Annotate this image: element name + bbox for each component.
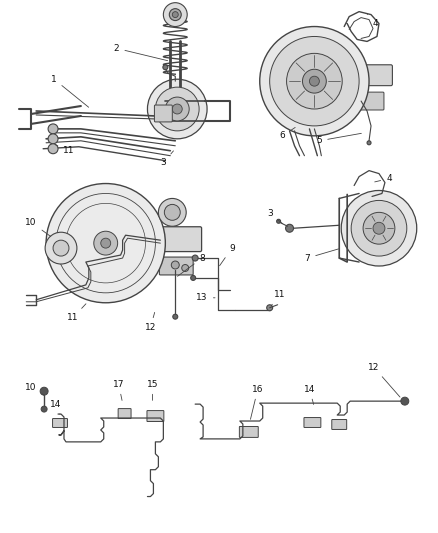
Circle shape <box>53 240 69 256</box>
Text: 3: 3 <box>160 151 173 167</box>
Text: 10: 10 <box>25 383 44 395</box>
Circle shape <box>373 222 385 234</box>
FancyBboxPatch shape <box>147 410 164 422</box>
Text: 1: 1 <box>51 75 88 107</box>
Circle shape <box>94 231 118 255</box>
Text: 15: 15 <box>147 379 158 400</box>
Circle shape <box>309 76 319 86</box>
Circle shape <box>155 87 199 131</box>
Circle shape <box>148 79 207 139</box>
Text: 16: 16 <box>251 385 264 419</box>
FancyBboxPatch shape <box>118 409 131 418</box>
Circle shape <box>40 387 48 395</box>
Circle shape <box>267 305 273 311</box>
Circle shape <box>172 12 178 18</box>
Circle shape <box>351 200 407 256</box>
Circle shape <box>48 144 58 154</box>
Text: 6: 6 <box>280 127 295 140</box>
Text: 14: 14 <box>304 385 315 405</box>
Circle shape <box>303 69 326 93</box>
FancyBboxPatch shape <box>53 418 67 427</box>
Text: 12: 12 <box>145 312 156 332</box>
Circle shape <box>170 9 181 21</box>
FancyBboxPatch shape <box>360 65 392 86</box>
Circle shape <box>401 397 409 405</box>
Circle shape <box>164 204 180 220</box>
FancyBboxPatch shape <box>159 257 193 275</box>
Text: 17: 17 <box>113 379 124 400</box>
Circle shape <box>363 212 395 244</box>
Text: 11: 11 <box>272 290 286 305</box>
Circle shape <box>286 224 293 232</box>
Text: 14: 14 <box>50 400 62 415</box>
Circle shape <box>191 276 196 280</box>
Circle shape <box>192 255 198 261</box>
Text: 5: 5 <box>317 133 361 146</box>
Circle shape <box>270 36 359 126</box>
Circle shape <box>182 264 189 271</box>
FancyBboxPatch shape <box>332 419 347 430</box>
Circle shape <box>277 219 281 223</box>
Circle shape <box>173 314 178 319</box>
Circle shape <box>159 198 186 226</box>
Circle shape <box>171 261 179 269</box>
Circle shape <box>41 406 47 412</box>
Text: 4: 4 <box>375 174 392 183</box>
Text: 11: 11 <box>67 304 86 322</box>
Circle shape <box>163 3 187 27</box>
Circle shape <box>46 183 165 303</box>
Circle shape <box>286 53 342 109</box>
FancyBboxPatch shape <box>240 426 258 438</box>
Text: 4: 4 <box>367 14 378 28</box>
Circle shape <box>165 97 189 121</box>
Circle shape <box>163 65 168 70</box>
Circle shape <box>101 238 111 248</box>
FancyBboxPatch shape <box>360 92 384 110</box>
Text: 12: 12 <box>368 363 400 397</box>
Circle shape <box>172 104 182 114</box>
Circle shape <box>45 232 77 264</box>
FancyBboxPatch shape <box>155 105 172 122</box>
Text: 3: 3 <box>267 209 283 223</box>
FancyBboxPatch shape <box>304 417 321 427</box>
Text: 7: 7 <box>304 249 339 263</box>
Text: 11: 11 <box>56 145 75 155</box>
Circle shape <box>367 141 371 145</box>
FancyBboxPatch shape <box>157 227 201 252</box>
Circle shape <box>48 124 58 134</box>
Text: 9: 9 <box>219 244 235 266</box>
Text: 2: 2 <box>114 44 168 61</box>
Text: 13: 13 <box>196 293 215 302</box>
Circle shape <box>48 134 58 144</box>
Circle shape <box>260 27 369 136</box>
Circle shape <box>341 190 417 266</box>
Text: 8: 8 <box>177 254 205 276</box>
Text: 10: 10 <box>25 218 51 237</box>
